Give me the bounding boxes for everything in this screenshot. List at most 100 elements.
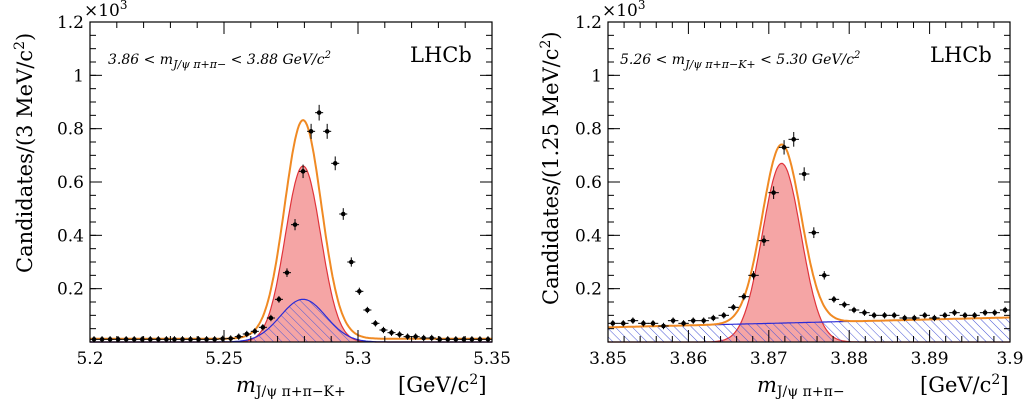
left-xunit: [GeV/c2]: [398, 372, 487, 397]
left-data-point: [299, 164, 308, 179]
right-ytick-label: 0.2: [575, 280, 602, 300]
right-data-point: [627, 317, 639, 324]
left-data-point: [307, 123, 316, 139]
left-xtick-label: 5.3: [344, 349, 371, 369]
right-ytick-label: 0.8: [575, 120, 602, 140]
right-data-point: [979, 309, 991, 316]
left-xlabel: mJ/ψ π+π−K+: [236, 373, 346, 400]
right-xtick-label: 3.9: [996, 349, 1023, 369]
right-data-point: [718, 312, 730, 319]
right-data-point: [859, 309, 870, 316]
right-data-point: [989, 309, 1000, 316]
right-xtick-label: 3.88: [830, 349, 868, 369]
right-data-point: [839, 301, 850, 308]
right-data-point: [607, 320, 619, 327]
left-data-point: [218, 335, 227, 342]
right-data-point: [687, 317, 699, 324]
right-data-point: [748, 271, 759, 280]
right-ytick-label: 0.4: [575, 226, 602, 246]
left-background-area: [90, 299, 492, 342]
left-data-point: [282, 268, 291, 277]
right-data-point: [949, 309, 960, 316]
left-data-point: [451, 336, 460, 343]
right-data-point: [708, 314, 719, 322]
right-total-fit-curve: [608, 143, 1010, 329]
left-data-point: [403, 333, 412, 340]
right-lhcb-label: LHCb: [930, 43, 992, 67]
right-data-point: [768, 186, 779, 199]
right-data-point: [929, 314, 940, 322]
left-data-point: [186, 336, 195, 343]
right-data-point: [638, 320, 649, 327]
right-xtick-label: 3.86: [669, 349, 707, 369]
right-panel: 3.85 3.86 3.87 3.88 3.89 3.90.20.40.60.811.2 …: [538, 0, 1024, 400]
right-xtick-label: 3.85: [589, 349, 627, 369]
left-xtick-label: 5.25: [205, 349, 243, 369]
right-ylabel: Candidates/(1.25 MeV/c2): [538, 31, 563, 305]
right-ytick-label: 0.6: [575, 173, 602, 193]
left-data-point: [258, 324, 267, 331]
right-data-point: [647, 320, 659, 327]
right-xtick-label: 3.89: [911, 349, 949, 369]
right-data-point: [848, 306, 860, 314]
left-data-point: [443, 336, 452, 343]
left-ytick-label: 0.2: [57, 280, 84, 300]
left-data-point: [419, 334, 428, 342]
left-lhcb-label: LHCb: [410, 43, 472, 67]
right-data-point: [667, 317, 679, 324]
left-ytick-label: 0.8: [57, 120, 84, 140]
right-data-point: [919, 312, 931, 319]
right-data-point: [788, 131, 799, 147]
left-xtick-label: 5.35: [473, 349, 511, 369]
right-data-point: [658, 322, 669, 330]
left-data-point: [387, 329, 396, 336]
left-data-point: [291, 219, 300, 231]
right-data-point: [778, 140, 790, 155]
right-data-point: [758, 235, 770, 246]
right-data-point: [879, 312, 890, 319]
right-data-point: [738, 293, 750, 301]
left-data-point: [355, 287, 364, 296]
right-data-point: [798, 167, 810, 181]
right-data-point: [698, 317, 709, 324]
left-ticks: 5.2 5.25 5.3 5.35 0.2 0.4 0.6 0.8 1 1.2: [57, 13, 511, 369]
left-data-point: [395, 331, 404, 338]
right-data-point: [828, 295, 840, 303]
left-data-point: [339, 208, 348, 220]
left-data-point: [483, 336, 492, 343]
right-ticks: 3.85 3.86 3.87 3.88 3.89 3.9 0.2 0.4 0.6 0.8 1 1.2: [575, 13, 1024, 369]
left-data-point: [274, 295, 283, 303]
right-signal-area: [608, 163, 1010, 342]
left-ytick-label: 0.6: [57, 173, 84, 193]
right-background-area: [608, 317, 1010, 342]
left-data-point: [250, 328, 259, 335]
left-ylabel: Candidates/(3 MeV/c2): [12, 33, 37, 273]
left-data-point: [226, 335, 235, 342]
left-y-scale: ×103: [84, 0, 128, 21]
left-ytick-label: 0.4: [57, 226, 84, 246]
left-data-point: [331, 156, 340, 171]
left-data-point: [347, 257, 356, 267]
left-data-point: [323, 123, 332, 139]
right-data-point: [618, 320, 629, 327]
left-data-point: [371, 320, 380, 327]
left-data-point: [154, 336, 163, 343]
right-xlabel: mJ/ψ π+π−: [757, 373, 845, 400]
right-xunit: [GeV/c2]: [920, 372, 1009, 397]
left-data-point: [363, 306, 372, 314]
left-data-point: [170, 336, 179, 343]
left-data-point: [379, 326, 388, 334]
right-annotation: 5.26 < mJ/ψ π+π−K+ < 5.30 GeV/c2: [620, 50, 860, 71]
right-data-point: [678, 320, 689, 327]
left-ytick-label: 1: [73, 66, 84, 86]
left-xtick-label: 5.2: [76, 349, 103, 369]
right-data-point: [868, 312, 880, 319]
right-xtick-label: 3.87: [750, 349, 788, 369]
right-data-point: [999, 306, 1011, 314]
right-data-point: [888, 312, 900, 319]
left-ytick-label: 1.2: [57, 13, 84, 33]
right-data-point: [969, 312, 980, 319]
left-plot-content: [90, 104, 492, 343]
left-signal-area: [90, 166, 492, 342]
right-data-point: [909, 314, 920, 322]
